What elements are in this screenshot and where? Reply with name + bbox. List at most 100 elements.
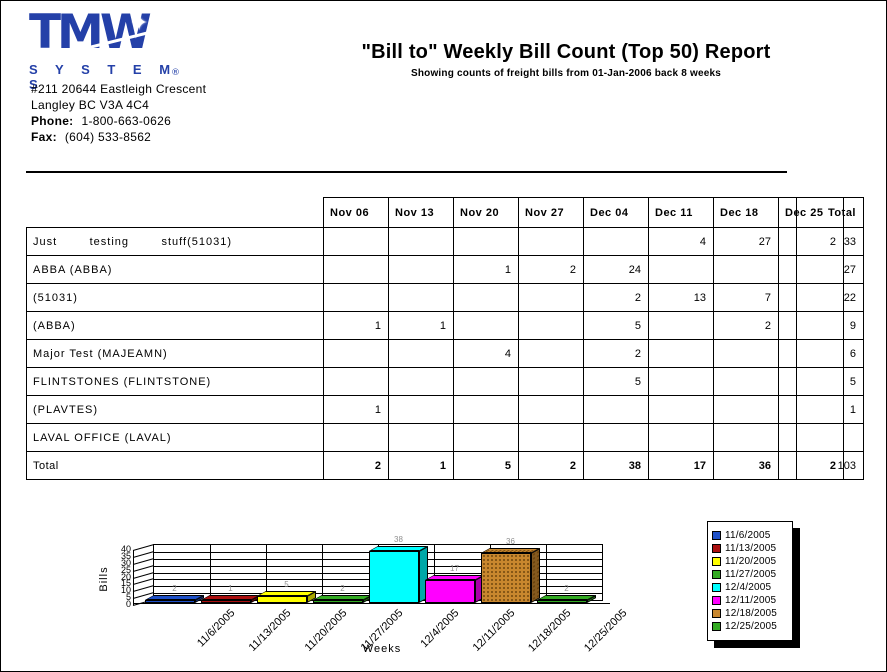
total-count-cell: 2 [518, 451, 584, 480]
total-count-cell: 38 [583, 451, 649, 480]
axis-wall-line [132, 592, 154, 599]
count-cell [453, 395, 519, 424]
count-cell [323, 339, 389, 368]
table-total-row: Total 2 1 5 2 38 17 36 2 [26, 451, 844, 480]
row-label-cell: (51031) [26, 283, 324, 312]
row-label-cell: Just testing stuff(51031) [26, 227, 324, 256]
row-total-cell: 5 [796, 367, 864, 396]
total-value-row: 9 [796, 311, 864, 340]
gridline-horizontal [154, 566, 602, 567]
row-label-cell: LAVAL OFFICE (LAVAL) [26, 423, 324, 452]
count-cell: 27 [713, 227, 779, 256]
count-cell [323, 227, 389, 256]
count-cell: 1 [453, 255, 519, 284]
count-cell [648, 395, 714, 424]
x-tick-label: 12/18/2005 [526, 607, 574, 655]
count-cell [388, 255, 454, 284]
bar-front-face [369, 551, 419, 603]
axis-wall-line [132, 565, 154, 572]
count-cell [648, 423, 714, 452]
table-row: FLINTSTONES (FLINTSTONE) 5 [26, 367, 844, 396]
count-cell [583, 227, 649, 256]
count-cell: 2 [583, 283, 649, 312]
chart-floor-line [133, 603, 610, 604]
count-cell [323, 423, 389, 452]
y-tick-label: 20 [120, 571, 131, 582]
legend-swatch-icon [712, 622, 721, 631]
total-table-body: 33 27 22 9 6 5 1 103 [796, 227, 864, 480]
logo-wordmark: TMW ✦ ® [26, 7, 189, 78]
count-cell: 1 [388, 311, 454, 340]
total-value-row: 22 [796, 283, 864, 312]
legend-swatch-icon [712, 596, 721, 605]
table-row: (PLAVTES) 1 [26, 395, 844, 424]
bar-value-label: 5 [284, 580, 289, 589]
legend-item: 11/20/2005 [712, 555, 788, 568]
total-value-row: 5 [796, 367, 864, 396]
legend-item: 12/4/2005 [712, 581, 788, 594]
row-total-cell: 22 [796, 283, 864, 312]
bar-value-label: 2 [564, 584, 569, 593]
count-cell [453, 283, 519, 312]
count-cell [648, 367, 714, 396]
total-value-row [796, 423, 864, 452]
axis-wall-line [132, 551, 154, 558]
chart-legend: 11/6/2005 11/13/2005 11/20/2005 11/27/2005 1… [707, 521, 793, 641]
count-cell: 7 [713, 283, 779, 312]
row-label-cell: (PLAVTES) [26, 395, 324, 424]
address-line-1: #211 20644 Eastleigh Crescent [31, 82, 207, 96]
count-cell: 1 [323, 395, 389, 424]
count-cell: 5 [583, 367, 649, 396]
count-cell: 2 [583, 339, 649, 368]
y-tick-label: 30 [120, 557, 131, 568]
bar-top-face [425, 575, 485, 580]
count-cell: 2 [518, 255, 584, 284]
gridline-horizontal [154, 586, 602, 587]
row-label-cell: ABBA (ABBA) [26, 255, 324, 284]
count-cell [583, 395, 649, 424]
count-cell [323, 255, 389, 284]
bar-side-face [195, 595, 204, 603]
gridline-horizontal [154, 573, 602, 574]
week-header-cell: Dec 18 [713, 197, 779, 228]
y-axis-title: Bills [98, 566, 110, 592]
count-cell [453, 367, 519, 396]
total-count-cell: 1 [388, 451, 454, 480]
total-count-cell: 17 [648, 451, 714, 480]
main-table-head: Nov 06 Nov 13 Nov 20 Nov 27 Dec 04 Dec 11 Dec … [27, 197, 844, 228]
count-cell [518, 423, 584, 452]
legend-label: 12/11/2005 [725, 595, 777, 606]
week-header-cell: Nov 20 [453, 197, 519, 228]
y-tick-label: 35 [120, 550, 131, 561]
bar-value-label: 2 [172, 584, 177, 593]
table-row: LAVAL OFFICE (LAVAL) [26, 423, 844, 452]
bar-side-face [251, 595, 260, 603]
address-line-2: Langley BC V3A 4C4 [31, 98, 150, 112]
bar-front-face [425, 580, 475, 603]
count-cell: 24 [583, 255, 649, 284]
axis-wall-line [132, 599, 154, 606]
bar-side-face [587, 595, 596, 603]
bar-side-face [363, 595, 372, 603]
x-tick-label: 11/13/2005 [246, 607, 294, 654]
bar-front-face [537, 600, 587, 603]
bar-front-face [481, 553, 531, 603]
count-cell [388, 339, 454, 368]
count-cell [453, 311, 519, 340]
fax-label: Fax: [31, 130, 57, 144]
title-block: "Bill to" Weekly Bill Count (Top 50) Rep… [311, 41, 821, 79]
bar-top-face [481, 548, 541, 553]
legend-swatch-icon [712, 531, 721, 540]
count-cell [713, 339, 779, 368]
legend-swatch-icon [712, 544, 721, 553]
logo-subtext: S Y S T E M S [29, 62, 178, 92]
count-cell [518, 339, 584, 368]
count-cell [388, 395, 454, 424]
row-total-cell: 33 [796, 227, 864, 256]
count-cell [713, 423, 779, 452]
row-total-cell: 27 [796, 255, 864, 284]
count-cell [648, 255, 714, 284]
row-total-table: Total 33 27 22 9 6 5 1 103 [796, 197, 864, 480]
bar-front-face [145, 600, 195, 603]
fax-value: (604) 533-8562 [64, 130, 152, 144]
